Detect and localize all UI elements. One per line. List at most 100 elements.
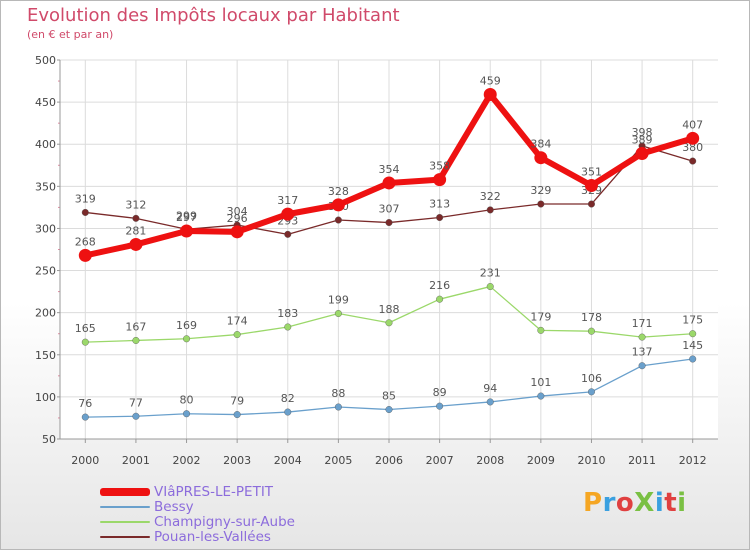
data-label-pouan-les-vall-es: 307 <box>379 203 400 216</box>
data-label-bessy: 101 <box>530 376 551 389</box>
data-label-pouan-les-vall-es: 312 <box>125 198 146 211</box>
data-label-pouan-les-vall-es: 319 <box>75 192 96 205</box>
data-point-pouan-les-vall-es <box>537 200 545 208</box>
x-tick-label: 2006 <box>375 454 403 467</box>
data-point-bessy <box>183 410 191 418</box>
x-tick-label: 2010 <box>577 454 605 467</box>
logo-letter: i <box>654 488 665 518</box>
data-point-champigny-sur-aube <box>233 331 241 339</box>
data-label-pouan-les-vall-es: 380 <box>682 141 703 154</box>
data-label-champigny-sur-aube: 188 <box>379 303 400 316</box>
data-label-vi-pres-le-petit: 297 <box>176 211 197 224</box>
legend-swatch-viapres <box>100 488 150 496</box>
data-label-vi-pres-le-petit: 351 <box>581 165 602 178</box>
x-tick-label: 2008 <box>476 454 504 467</box>
data-label-champigny-sur-aube: 169 <box>176 319 197 332</box>
data-label-champigny-sur-aube: 171 <box>632 317 653 330</box>
data-label-bessy: 82 <box>281 392 295 405</box>
data-label-vi-pres-le-petit: 268 <box>75 235 96 248</box>
data-label-champigny-sur-aube: 199 <box>328 294 349 307</box>
data-point-vi-pres-le-petit <box>584 178 598 192</box>
y-tick-label: 450 <box>35 96 56 109</box>
data-label-champigny-sur-aube: 231 <box>480 267 501 280</box>
data-point-bessy <box>233 411 241 419</box>
data-label-pouan-les-vall-es: 299 <box>176 209 197 222</box>
data-point-vi-pres-le-petit <box>281 207 295 221</box>
data-label-pouan-les-vall-es: 322 <box>480 190 501 203</box>
data-point-champigny-sur-aube <box>638 333 646 341</box>
data-label-vi-pres-le-petit: 354 <box>379 163 400 176</box>
x-tick-label: 2004 <box>274 454 302 467</box>
legend-swatch-champigny <box>100 521 150 523</box>
data-point-vi-pres-le-petit <box>534 151 548 165</box>
data-label-vi-pres-le-petit: 358 <box>429 160 450 173</box>
data-label-vi-pres-le-petit: 389 <box>632 133 653 146</box>
data-label-bessy: 88 <box>331 387 345 400</box>
y-tick-label: 500 <box>35 54 56 67</box>
data-label-vi-pres-le-petit: 459 <box>480 75 501 88</box>
legend-label-pouan: Pouan-les-Vallées <box>154 529 271 545</box>
data-point-champigny-sur-aube <box>689 330 697 338</box>
data-label-pouan-les-vall-es: 313 <box>429 197 450 210</box>
data-label-pouan-les-vall-es: 398 <box>632 126 653 139</box>
data-point-bessy <box>486 398 494 406</box>
data-label-vi-pres-le-petit: 281 <box>125 224 146 237</box>
data-point-champigny-sur-aube <box>537 326 545 334</box>
x-tick-label: 2003 <box>223 454 251 467</box>
data-label-vi-pres-le-petit: 384 <box>530 138 551 151</box>
data-point-vi-pres-le-petit <box>635 146 649 160</box>
data-label-bessy: 89 <box>433 386 447 399</box>
data-point-bessy <box>132 412 140 420</box>
data-label-vi-pres-le-petit: 407 <box>682 118 703 131</box>
legend-swatch-bessy <box>100 506 150 508</box>
data-label-champigny-sur-aube: 179 <box>530 310 551 323</box>
data-point-vi-pres-le-petit <box>230 225 244 239</box>
legend-label-bessy: Bessy <box>154 499 194 515</box>
data-label-bessy: 94 <box>483 382 497 395</box>
data-point-pouan-les-vall-es <box>132 214 140 222</box>
y-tick-label: 250 <box>35 265 56 278</box>
y-tick-label: 400 <box>35 138 56 151</box>
data-label-champigny-sur-aube: 178 <box>581 311 602 324</box>
data-point-pouan-les-vall-es <box>689 157 697 165</box>
data-point-pouan-les-vall-es <box>334 216 342 224</box>
x-tick-label: 2007 <box>426 454 454 467</box>
y-tick-label: 200 <box>35 307 56 320</box>
data-point-pouan-les-vall-es <box>385 219 393 227</box>
data-point-champigny-sur-aube <box>284 323 292 331</box>
data-point-champigny-sur-aube <box>436 295 444 303</box>
data-point-vi-pres-le-petit <box>433 173 447 187</box>
data-point-pouan-les-vall-es <box>284 230 292 238</box>
data-label-pouan-les-vall-es: 304 <box>227 205 248 218</box>
data-point-vi-pres-le-petit <box>483 88 497 102</box>
data-point-bessy <box>537 392 545 400</box>
data-label-champigny-sur-aube: 216 <box>429 279 450 292</box>
data-label-pouan-les-vall-es: 329 <box>530 184 551 197</box>
data-point-pouan-les-vall-es <box>81 208 89 216</box>
x-tick-label: 2012 <box>679 454 707 467</box>
x-tick-label: 2011 <box>628 454 656 467</box>
data-label-bessy: 76 <box>78 397 92 410</box>
data-point-bessy <box>689 355 697 363</box>
x-tick-label: 2005 <box>324 454 352 467</box>
data-label-vi-pres-le-petit: 296 <box>227 212 248 225</box>
data-label-champigny-sur-aube: 183 <box>277 307 298 320</box>
data-point-champigny-sur-aube <box>334 310 342 318</box>
data-point-vi-pres-le-petit <box>129 237 143 251</box>
data-point-vi-pres-le-petit <box>331 198 345 212</box>
data-point-pouan-les-vall-es <box>486 206 494 214</box>
data-label-champigny-sur-aube: 167 <box>125 320 146 333</box>
data-point-bessy <box>385 406 393 414</box>
data-label-champigny-sur-aube: 174 <box>227 315 248 328</box>
data-point-vi-pres-le-petit <box>382 176 396 190</box>
data-point-champigny-sur-aube <box>486 283 494 291</box>
y-tick-label: 50 <box>42 433 56 446</box>
data-label-bessy: 77 <box>129 396 143 409</box>
proxiti-logo: ProXiti <box>583 488 687 518</box>
data-point-champigny-sur-aube <box>132 336 140 344</box>
legend-label-champigny: Champigny-sur-Aube <box>154 514 295 530</box>
data-point-vi-pres-le-petit <box>180 224 194 238</box>
data-point-bessy <box>436 402 444 410</box>
data-point-champigny-sur-aube <box>81 338 89 346</box>
